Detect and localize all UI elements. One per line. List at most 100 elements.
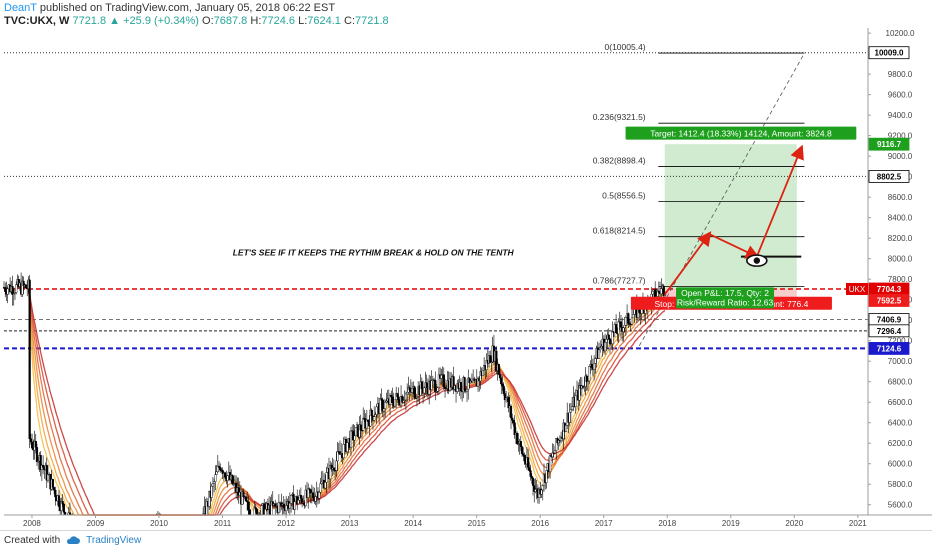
price-axis[interactable]: 10200.0 9800.0 9600.0 9400.0 9200.0 9000.0 880…: [846, 28, 915, 515]
candle-body: [527, 457, 530, 468]
close-value: 7721.8: [355, 15, 389, 27]
candle-body: [545, 470, 548, 483]
candle-body: [30, 441, 34, 449]
candle-body: [403, 399, 406, 401]
candle-body: [37, 461, 40, 463]
candle-body: [363, 417, 366, 420]
symbol-tag-label: UKX: [849, 285, 866, 294]
candle-body: [485, 360, 488, 370]
candle-body: [362, 417, 365, 431]
candle-body: [656, 290, 659, 297]
candle-body: [608, 338, 612, 345]
candle-body: [342, 444, 345, 458]
price-tag-box: [868, 46, 910, 60]
candle-body: [435, 391, 438, 393]
candle-body: [564, 425, 568, 432]
candle-body: [300, 498, 304, 504]
projection-arrow: [663, 231, 712, 296]
candle-body: [285, 505, 288, 512]
candle-body: [15, 284, 18, 293]
candle-body: [22, 280, 25, 286]
candle-body: [549, 455, 552, 472]
candle-body: [489, 355, 492, 364]
candle-body: [216, 465, 219, 472]
candle-body: [359, 424, 362, 431]
price-tick-label: 8000.0: [888, 255, 913, 264]
candle-body: [385, 400, 388, 403]
candle-body: [662, 285, 665, 297]
candle-body: [520, 446, 524, 454]
price-tick-label: 6200.0: [888, 439, 913, 448]
price-tick-label: 5800.0: [888, 480, 913, 489]
candle-body: [423, 387, 426, 394]
candle-body: [381, 400, 384, 412]
candle-body: [414, 397, 417, 399]
price-tag-label: 7406.9: [877, 315, 902, 324]
candle-body: [660, 288, 663, 295]
candle-body: [329, 464, 332, 480]
candle-body: [382, 408, 386, 412]
fibonacci-retracement[interactable]: 0(10005.4) 0.236(9321.5) 0.382(8898.4) 0.5(…: [593, 42, 805, 347]
ema-line: [4, 285, 666, 516]
candle-body: [34, 440, 37, 448]
position-tool[interactable]: [664, 144, 797, 301]
candle-body: [293, 501, 296, 510]
candle-body: [597, 349, 601, 359]
candle-body: [611, 331, 614, 345]
candle-body: [465, 389, 469, 392]
time-axis[interactable]: 2008 2009 2010 2011 2012 2013 2014 2015 2016 2017…: [4, 514, 932, 528]
candle-body: [583, 386, 586, 388]
candle-body: [406, 391, 409, 395]
price-tag-box: [868, 324, 910, 338]
author-link[interactable]: DeanT: [4, 2, 37, 14]
candle-body: [605, 339, 608, 343]
candle-body: [13, 292, 17, 294]
candle-body: [217, 465, 221, 468]
candle-body: [434, 380, 437, 393]
candle-body: [248, 509, 251, 516]
price-chart[interactable]: 0(10005.4) 0.236(9321.5) 0.382(8898.4) 0.5(…: [0, 0, 932, 530]
symbol-label[interactable]: TVC:UKX, W: [4, 15, 70, 27]
candle-body: [413, 386, 416, 398]
candle-body: [509, 405, 513, 419]
candle-body: [530, 476, 533, 479]
candle-body: [39, 455, 42, 470]
ema-line: [4, 285, 666, 516]
high-value: 7724.6: [261, 15, 296, 27]
time-tick-label: 2012: [277, 519, 295, 528]
projection-arrow: [755, 144, 804, 257]
candle-body: [358, 424, 361, 438]
candle-body: [308, 488, 311, 490]
candle-body: [663, 294, 667, 297]
ema-ribbon: [4, 284, 666, 516]
ema-line: [4, 286, 666, 516]
time-tick-label: 2014: [404, 519, 422, 528]
time-tick-label: 2009: [87, 519, 105, 528]
time-tick-label: 2015: [468, 519, 486, 528]
candle-body: [60, 501, 63, 511]
price-tick-label: 10200.0: [886, 29, 915, 38]
price-tag-box: [868, 170, 910, 183]
position-labels: Target: 1412.4 (18.33%) 14124, Amount: 3…: [625, 126, 857, 310]
candle-body: [335, 460, 338, 471]
candle-body: [390, 395, 393, 398]
candle-body: [513, 422, 516, 435]
candle-body: [519, 441, 522, 447]
candle-body: [380, 398, 383, 401]
candle-body: [24, 284, 28, 289]
candle-body: [495, 350, 498, 371]
candle-body: [619, 321, 623, 328]
annotation-text: LET'S SEE IF IT KEEPS THE RYTHIM BREAK &…: [233, 248, 515, 258]
candle-body: [379, 398, 382, 414]
candle-body: [610, 343, 613, 345]
candle-body: [551, 452, 554, 458]
candle-body: [569, 409, 572, 413]
candle-body: [320, 481, 323, 484]
candle-body: [522, 453, 525, 456]
tradingview-logo-text[interactable]: TradingView: [86, 535, 142, 546]
drawing-tools[interactable]: LET'S SEE IF IT KEEPS THE RYTHIM BREAK &…: [233, 144, 804, 296]
target-label: Target: 1412.4 (18.33%) 14124, Amount: 3…: [650, 129, 832, 139]
candle-body: [393, 399, 397, 407]
time-tick-label: 2020: [785, 519, 803, 528]
price-tick-label: 7200.0: [888, 337, 913, 346]
